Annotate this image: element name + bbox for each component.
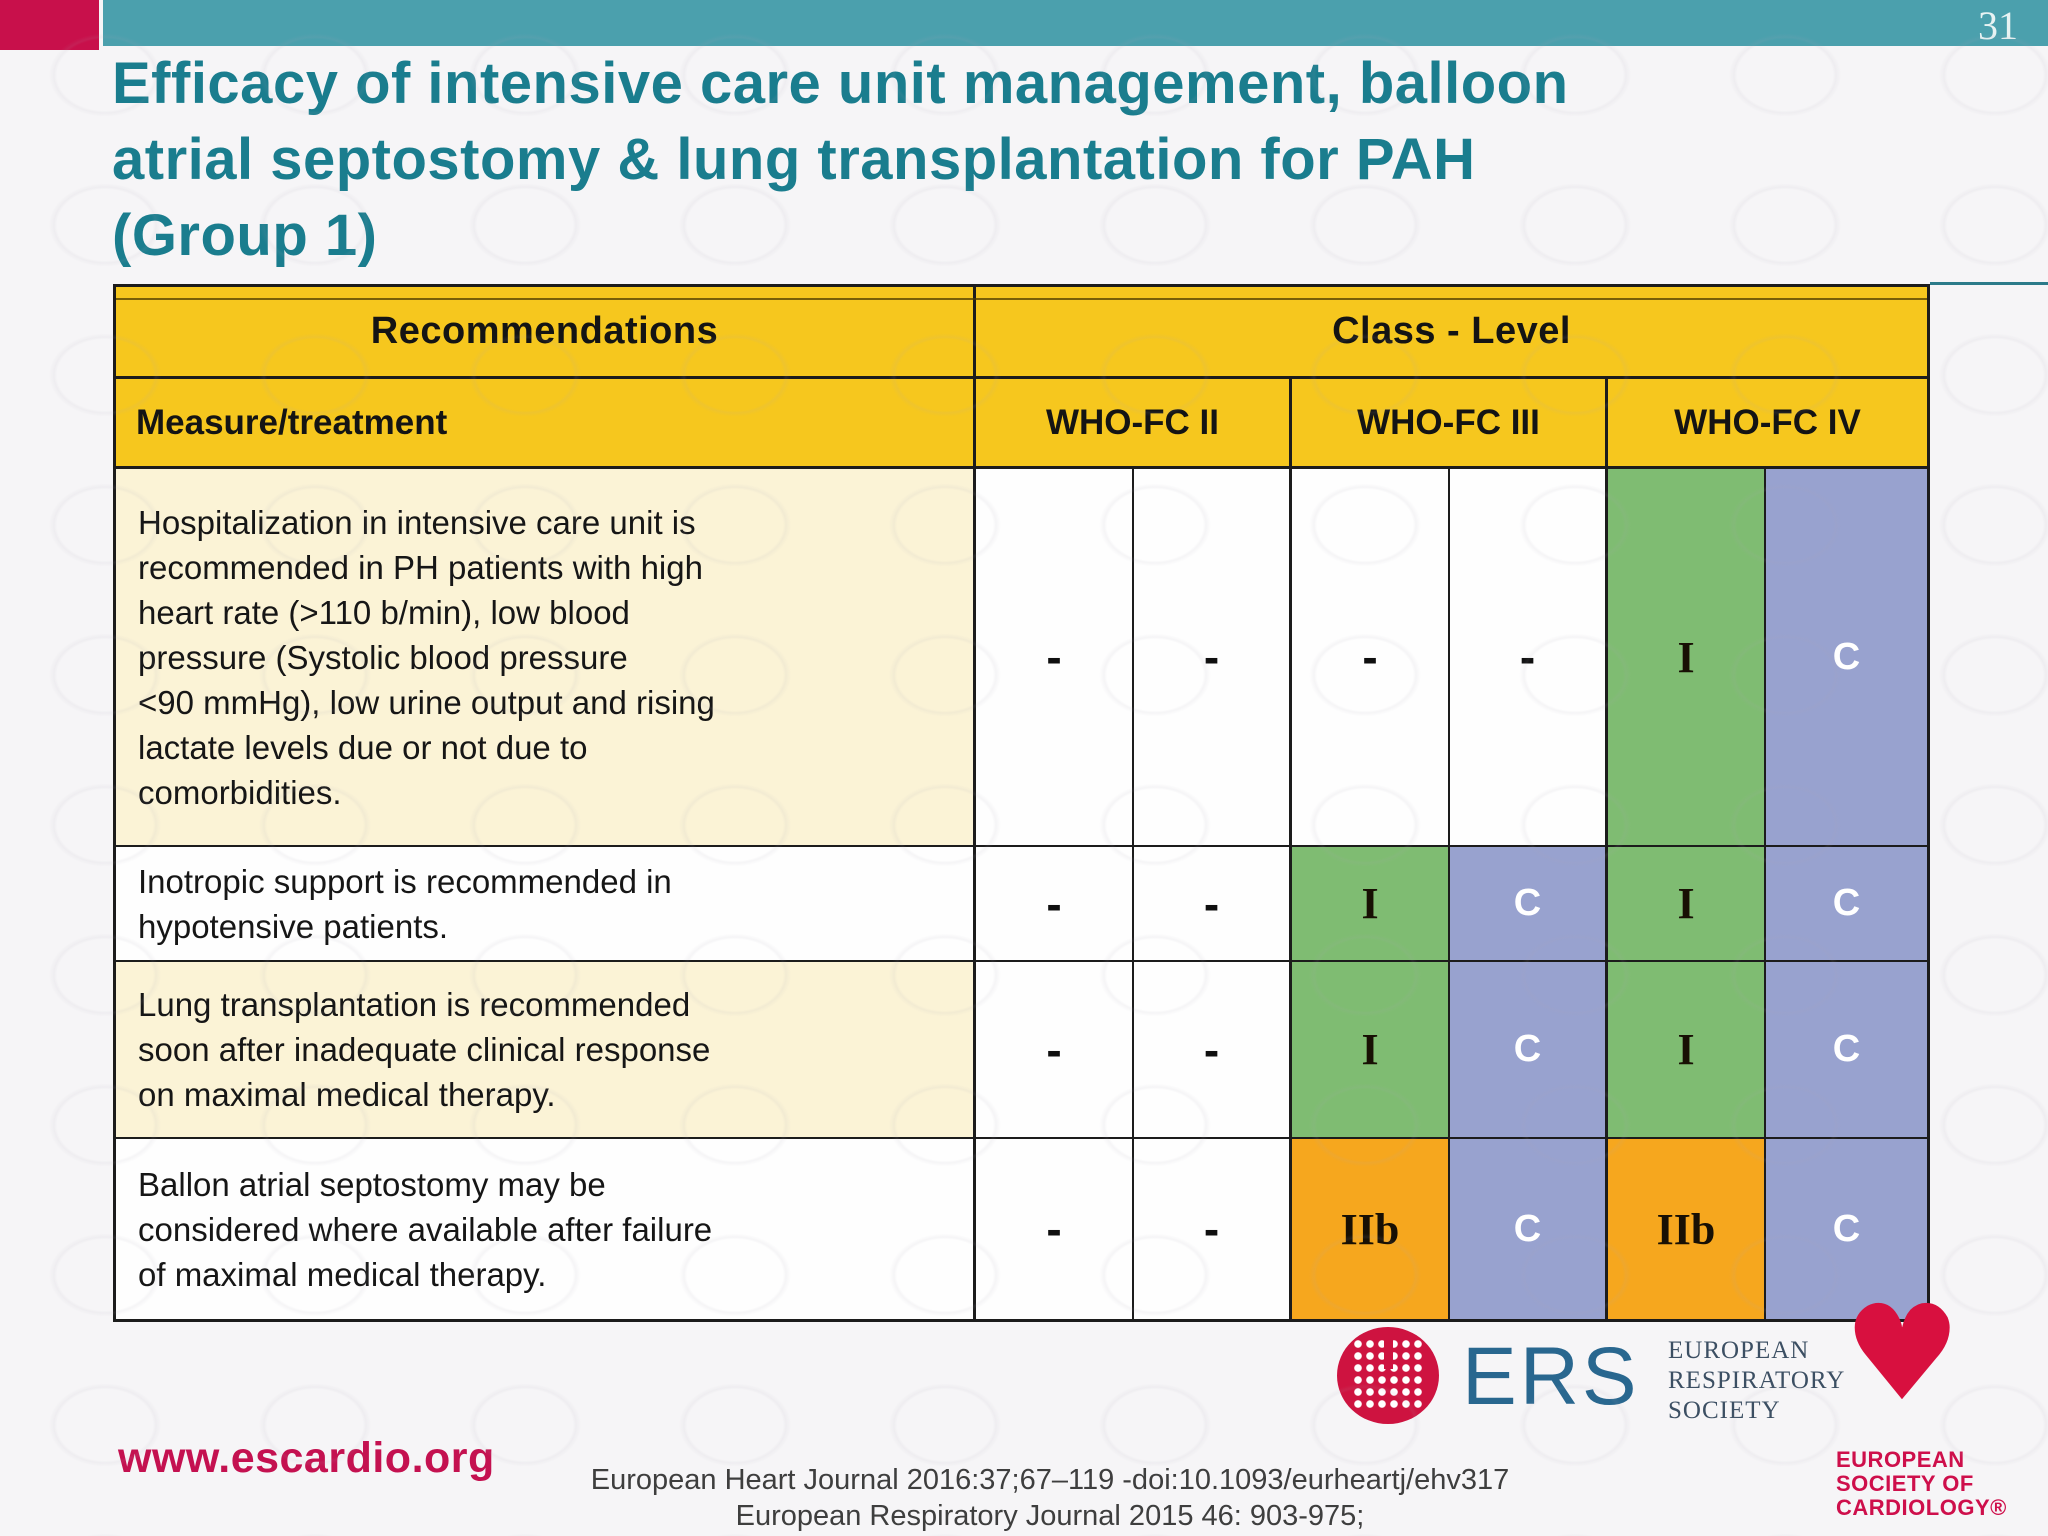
esc-heart-icon: ♥ — [1843, 1277, 1962, 1431]
top-accent-bar — [103, 0, 2048, 46]
recommendations-table: Recommendations Class - Level Measure/tr… — [113, 284, 1930, 1322]
cell-fc4-class: IIb — [1608, 1139, 1766, 1319]
header-who-fc-iv: WHO-FC IV — [1608, 379, 1927, 469]
cell-fc4-class: I — [1608, 847, 1766, 962]
cell-fc3-level: C — [1450, 962, 1608, 1139]
header-class-level: Class - Level — [976, 287, 1927, 379]
citation-line-2: European Respiratory Journal 2015 46: 90… — [735, 1500, 1365, 1532]
cell-fc4-level: C — [1766, 1139, 1927, 1319]
cell-fc3-level: C — [1450, 847, 1608, 962]
esc-society-name: EUROPEAN SOCIETY OF CARDIOLOGY® — [1836, 1447, 2007, 1520]
cell-fc4-level: C — [1766, 469, 1927, 847]
header-who-fc-ii: WHO-FC II — [976, 379, 1292, 469]
cell-fc3-level: C — [1450, 1139, 1608, 1319]
ers-trachea-gap — [1384, 1335, 1393, 1369]
cell-fc2-level: - — [1134, 847, 1292, 962]
cell-fc2-level: - — [1134, 469, 1292, 847]
page-number: 31 — [1978, 3, 2018, 48]
cell-fc3-class: IIb — [1292, 1139, 1450, 1319]
cell-fc4-class: I — [1608, 469, 1766, 847]
ers-lungs-icon — [1337, 1327, 1439, 1424]
cell-fc2-level: - — [1134, 962, 1292, 1139]
slide-title: Efficacy of intensive care unit manageme… — [112, 51, 1569, 268]
escardio-link[interactable]: www.escardio.org — [118, 1434, 495, 1482]
cell-fc2-class: - — [976, 847, 1134, 962]
cell-fc4-class: I — [1608, 962, 1766, 1139]
table-row-text: Inotropic support is recommended in hypo… — [116, 847, 976, 962]
cell-fc4-level: C — [1766, 847, 1927, 962]
cell-fc3-class: I — [1292, 847, 1450, 962]
cell-fc2-class: - — [976, 469, 1134, 847]
table-row-text: Ballon atrial septostomy may be consider… — [116, 1139, 976, 1319]
cell-fc3-level: - — [1450, 469, 1608, 847]
cell-fc4-level: C — [1766, 962, 1927, 1139]
header-measure-treatment: Measure/treatment — [116, 379, 976, 469]
cell-fc2-class: - — [976, 962, 1134, 1139]
ers-logo-text: ERS — [1462, 1331, 1640, 1422]
cell-fc2-class: - — [976, 1139, 1134, 1319]
right-accent-line — [1930, 282, 2048, 285]
header-recommendations: Recommendations — [116, 287, 976, 379]
header-who-fc-iii: WHO-FC III — [1292, 379, 1608, 469]
citation-line-1: European Heart Journal 2016:37;67–119 -d… — [590, 1464, 1510, 1496]
cell-fc3-class: I — [1292, 962, 1450, 1139]
cell-fc2-level: - — [1134, 1139, 1292, 1319]
corner-accent-square — [0, 0, 99, 50]
table-row-text: Hospitalization in intensive care unit i… — [116, 469, 976, 847]
table-row-text: Lung transplantation is recommended soon… — [116, 962, 976, 1139]
cell-fc3-class: - — [1292, 469, 1450, 847]
citations: European Heart Journal 2016:37;67–119 -d… — [400, 1462, 1700, 1534]
ers-society-name: EUROPEAN RESPIRATORY SOCIETY — [1668, 1337, 1846, 1424]
